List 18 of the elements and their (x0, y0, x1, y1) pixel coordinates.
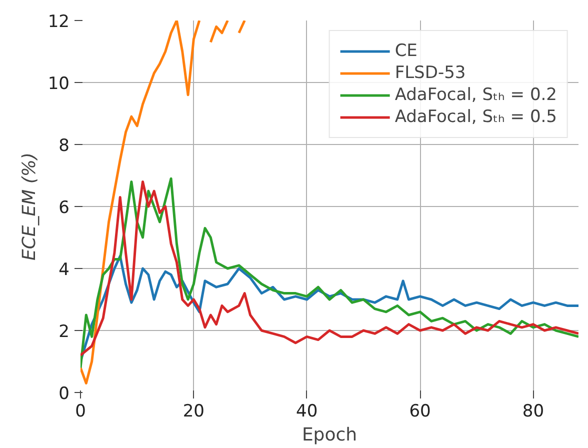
y-tick-label: 0 (58, 384, 70, 404)
y-axis-title: ECE_EM (%) (18, 152, 40, 261)
y-tick-label: 8 (58, 136, 70, 156)
y-tick-label: 12 (48, 12, 70, 32)
legend-label: FLSD-53 (394, 63, 466, 83)
x-tick-label: 60 (409, 402, 431, 422)
y-tick-label: 6 (58, 198, 70, 218)
x-axis-title: Epoch (302, 424, 358, 446)
legend-label: AdaFocal, Sₜₕ = 0.5 (394, 107, 557, 127)
x-tick-label: 20 (182, 402, 205, 422)
y-tick-label: 10 (48, 74, 70, 94)
x-tick-label: 40 (296, 402, 318, 422)
y-tick-label: 2 (58, 322, 70, 342)
y-tick-label: 4 (58, 260, 70, 280)
x-tick-label: 80 (522, 402, 544, 422)
x-tick-label: 0 (75, 402, 86, 422)
legend-label: AdaFocal, Sₜₕ = 0.2 (394, 85, 557, 105)
legend-label: CE (394, 41, 418, 61)
